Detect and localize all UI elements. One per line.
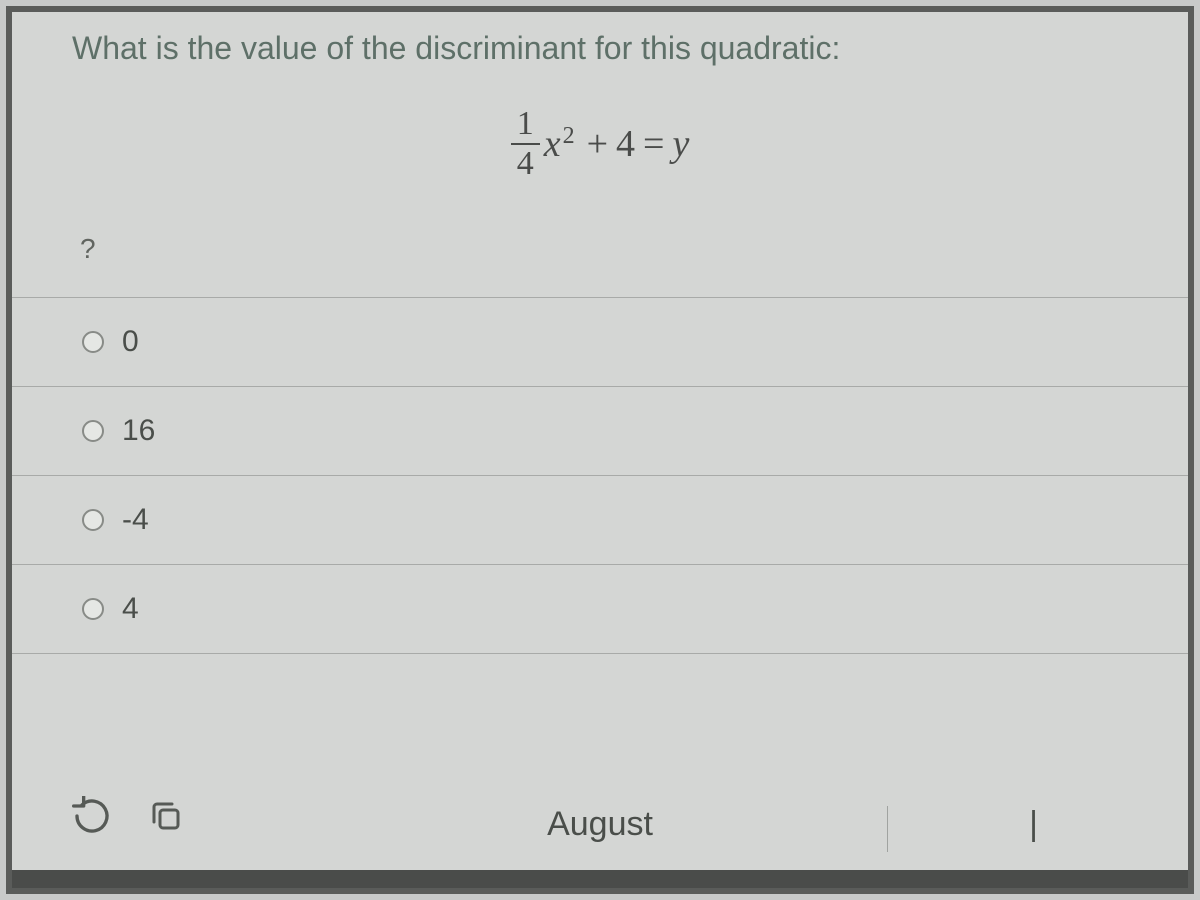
option-label: 0 xyxy=(122,325,139,359)
fraction-denominator: 4 xyxy=(511,145,540,181)
equation-exponent: 2 xyxy=(563,123,575,150)
footer-cursor: | xyxy=(1029,805,1038,844)
redo-icon[interactable] xyxy=(72,796,112,841)
bottom-icons xyxy=(72,796,184,841)
option-4[interactable]: 4 xyxy=(12,565,1188,654)
fraction-numerator: 1 xyxy=(511,107,540,143)
option-label: 16 xyxy=(122,414,155,448)
radio-icon xyxy=(82,331,104,353)
option-neg4[interactable]: -4 xyxy=(12,476,1188,565)
footer-divider xyxy=(887,806,888,852)
option-label: 4 xyxy=(122,592,139,626)
radio-icon xyxy=(82,598,104,620)
radio-icon xyxy=(82,509,104,531)
option-0[interactable]: 0 xyxy=(12,298,1188,387)
option-label: -4 xyxy=(122,503,149,537)
hint-icon: ? xyxy=(80,233,96,264)
footer-title: August xyxy=(547,805,653,844)
option-16[interactable]: 16 xyxy=(12,387,1188,476)
bottom-strip xyxy=(12,870,1188,888)
equation-row: 1 4 x 2 + 4 = y xyxy=(12,77,1188,221)
equation-fraction: 1 4 xyxy=(511,107,540,181)
hint-row[interactable]: ? xyxy=(12,221,1188,298)
quiz-panel: What is the value of the discriminant fo… xyxy=(6,6,1194,894)
equation-constant: 4 xyxy=(616,122,635,166)
equation: 1 4 x 2 + 4 = y xyxy=(511,107,690,181)
question-prompt: What is the value of the discriminant fo… xyxy=(12,12,1188,77)
content-area: What is the value of the discriminant fo… xyxy=(12,12,1188,654)
equation-equals: = xyxy=(643,122,664,166)
copy-icon[interactable] xyxy=(148,798,184,839)
options-list: 0 16 -4 4 xyxy=(12,298,1188,654)
equation-plus: + xyxy=(587,122,608,166)
radio-icon xyxy=(82,420,104,442)
equation-variable: x xyxy=(544,122,561,166)
equation-rhs: y xyxy=(672,122,689,166)
